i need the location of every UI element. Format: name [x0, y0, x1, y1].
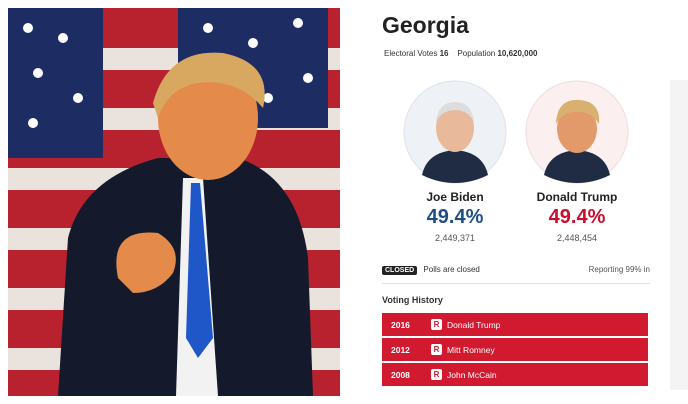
status-badge: CLOSED	[382, 266, 418, 275]
party: R	[431, 344, 442, 355]
winner: John McCain	[447, 369, 497, 380]
side-panel	[670, 80, 688, 390]
candidate: Joe Biden 49.4% 2,449,371	[395, 190, 515, 243]
value: 16	[439, 49, 449, 58]
photo	[8, 8, 340, 396]
year: 2012	[391, 344, 410, 355]
portraits	[403, 80, 629, 184]
status: CLOSED Polls are closed Reporting 99% in	[382, 265, 650, 275]
party: R	[431, 369, 442, 380]
label: Population	[457, 49, 496, 58]
candidate: Donald Trump 49.4% 2,448,454	[517, 190, 637, 243]
state-title: Georgia	[382, 12, 469, 38]
history-row: 2016 R Donald Trump	[382, 313, 648, 336]
portrait	[403, 80, 507, 184]
candidate-percent: 49.4%	[426, 206, 484, 228]
label: Electoral Votes	[384, 49, 438, 58]
candidate-name: Donald Trump	[536, 190, 618, 204]
status-text: Polls are closed	[423, 265, 480, 274]
candidate-name: Joe Biden	[426, 190, 484, 204]
history-title: Voting History	[382, 295, 443, 305]
reporting: Reporting 99% in	[588, 265, 650, 274]
history-row: 2012 R Mitt Romney	[382, 338, 648, 361]
portrait	[525, 80, 629, 184]
state-meta: Electoral Votes 16 Population 10,620,000	[384, 49, 538, 58]
winner: Donald Trump	[447, 319, 501, 330]
value: 10,620,000	[497, 49, 538, 58]
winner: Mitt Romney	[447, 344, 495, 355]
year: 2016	[391, 319, 410, 330]
candidate-votes: 2,448,454	[556, 233, 598, 243]
year: 2008	[391, 369, 410, 380]
party: R	[431, 319, 442, 330]
candidate-votes: 2,449,371	[434, 233, 476, 243]
candidate-percent: 49.4%	[548, 206, 606, 228]
history-row: 2008 R John McCain	[382, 363, 648, 386]
divider	[382, 283, 650, 284]
